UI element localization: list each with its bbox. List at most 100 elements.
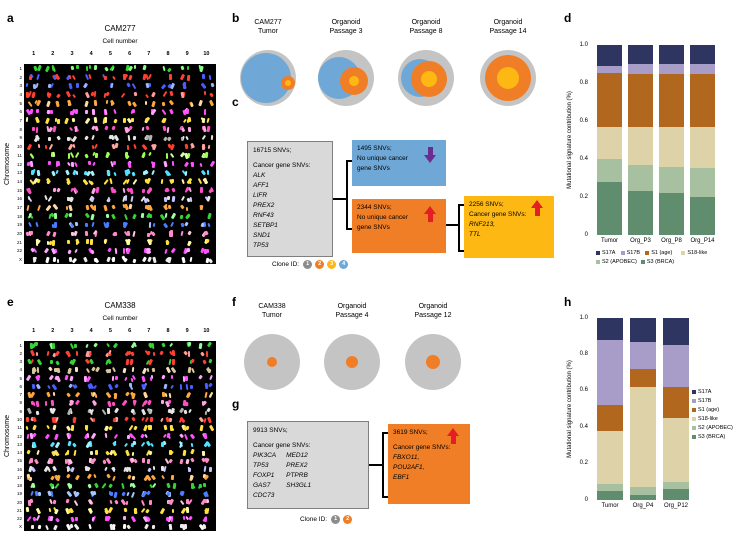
chromosome-mark bbox=[74, 474, 80, 480]
chromosome-mark bbox=[186, 499, 189, 505]
chromosome-mark bbox=[48, 196, 54, 203]
chromosome-mark bbox=[182, 449, 187, 456]
chromosome-mark bbox=[66, 392, 72, 397]
chromosome-mark bbox=[65, 498, 70, 504]
chromosome-mark bbox=[35, 221, 39, 227]
chromosome-mark bbox=[189, 457, 195, 463]
chromosome-mark bbox=[210, 134, 214, 140]
chromosome-mark bbox=[120, 92, 126, 98]
chromosome-mark bbox=[73, 449, 77, 456]
chromosome-mark bbox=[46, 100, 52, 107]
chromosome-mark bbox=[151, 161, 156, 168]
chromosome-mark bbox=[208, 391, 214, 398]
gene-name: TP53 bbox=[253, 242, 269, 249]
chromosome-mark bbox=[51, 416, 56, 424]
chromosome-mark bbox=[95, 152, 99, 158]
bracket-line bbox=[458, 204, 460, 252]
bracket-line bbox=[382, 432, 384, 498]
chromosome-mark bbox=[93, 65, 97, 71]
chromosome-row-label: 19 bbox=[16, 491, 22, 497]
chromosome-mark bbox=[151, 91, 156, 98]
chromosome-mark bbox=[75, 65, 80, 70]
gene-name: GAS7 bbox=[253, 482, 271, 489]
clone-badge: 1 bbox=[331, 515, 341, 524]
bar-segment bbox=[690, 168, 715, 197]
chromosome-row-label: 17 bbox=[16, 474, 22, 480]
chromosome-mark bbox=[111, 204, 117, 210]
sample-title: Passage 4 bbox=[335, 312, 369, 319]
sample-title: Passage 12 bbox=[414, 312, 452, 319]
legend-label: S17B bbox=[698, 398, 712, 404]
legend-swatch bbox=[645, 251, 650, 255]
snv-header: Cancer gene SNVs: bbox=[469, 211, 527, 218]
bar-segment bbox=[659, 193, 684, 235]
chromosome-mark bbox=[32, 424, 37, 431]
bar-segment bbox=[659, 126, 684, 167]
chromosome-mark bbox=[185, 458, 189, 464]
panel-label-g: g bbox=[232, 397, 240, 411]
chromosome-mark bbox=[69, 111, 74, 116]
snv-header: Cancer gene SNVs: bbox=[253, 162, 311, 169]
legend-item: S1 (age) bbox=[692, 407, 719, 413]
chromosome-mark bbox=[169, 222, 175, 228]
sample-title: CAM338 bbox=[258, 303, 286, 310]
chromosome-mark bbox=[54, 212, 58, 220]
chromosome-mark bbox=[190, 443, 194, 448]
chromosome-mark bbox=[129, 358, 135, 365]
chromosome-mark bbox=[103, 507, 109, 515]
legend-item: S3 (BRCA) bbox=[692, 434, 725, 440]
chromosome-mark bbox=[208, 99, 215, 107]
legend-swatch bbox=[692, 408, 696, 412]
gene-name: TP53 bbox=[253, 462, 269, 469]
gene-name: PREX2 bbox=[286, 462, 308, 469]
bar-Tumor bbox=[597, 318, 623, 500]
chromosome-mark bbox=[110, 82, 114, 88]
chromosome-mark bbox=[161, 474, 166, 480]
clone-id-label: Clone ID: bbox=[300, 516, 328, 523]
clone-badge: 2 bbox=[343, 515, 353, 524]
chromosome-mark bbox=[160, 83, 166, 90]
cell-number: 3 bbox=[70, 51, 74, 57]
gene-name: SETBP1 bbox=[253, 222, 278, 229]
chromosome-mark bbox=[89, 358, 95, 365]
chromosome-mark bbox=[209, 375, 214, 381]
legend-label: S17A bbox=[698, 389, 712, 395]
chromosome-row-label: 4 bbox=[19, 367, 22, 373]
chromosome-mark bbox=[202, 359, 207, 364]
chromosome-mark bbox=[205, 257, 210, 263]
down-arrow-icon bbox=[424, 147, 436, 163]
chromosome-mark bbox=[131, 101, 137, 107]
chromosome-mark bbox=[142, 458, 145, 463]
karyotype-image-cam277 bbox=[24, 64, 216, 264]
chromosome-mark bbox=[35, 82, 40, 89]
chromosome-mark bbox=[31, 91, 36, 98]
bar-segment bbox=[597, 339, 623, 406]
chromosome-mark bbox=[90, 433, 97, 440]
chromosome-mark bbox=[92, 108, 95, 115]
legend-label: S2 (APOBEC) bbox=[698, 425, 733, 431]
bar-segment bbox=[690, 196, 715, 235]
chromosome-mark bbox=[208, 92, 214, 98]
chromosome-mark bbox=[161, 391, 165, 397]
chromosome-mark bbox=[149, 499, 153, 506]
bar-segment bbox=[690, 45, 715, 64]
chromosome-mark bbox=[171, 160, 175, 166]
chromosome-mark bbox=[199, 351, 205, 357]
chromosome-mark bbox=[45, 204, 52, 212]
legend-swatch bbox=[692, 426, 696, 430]
chromosome-mark bbox=[208, 466, 212, 473]
chromosome-mark bbox=[35, 400, 39, 407]
chromosome-mark bbox=[126, 474, 131, 479]
chromosome-mark bbox=[108, 368, 112, 374]
cell-number: 10 bbox=[203, 51, 210, 57]
chromosome-mark bbox=[128, 204, 132, 210]
chromosome-mark bbox=[207, 212, 212, 220]
chromosome-mark bbox=[162, 90, 168, 98]
snv-note: No unique cancer gene SNVs bbox=[357, 155, 408, 172]
legend-swatch bbox=[620, 251, 625, 255]
chromosome-mark bbox=[160, 400, 164, 405]
chromosome-mark bbox=[93, 117, 98, 124]
chromosome-mark bbox=[187, 127, 192, 133]
snv-box-orange: 3619 SNVs; Cancer gene SNVs: FBXO11, POU2… bbox=[388, 424, 470, 504]
